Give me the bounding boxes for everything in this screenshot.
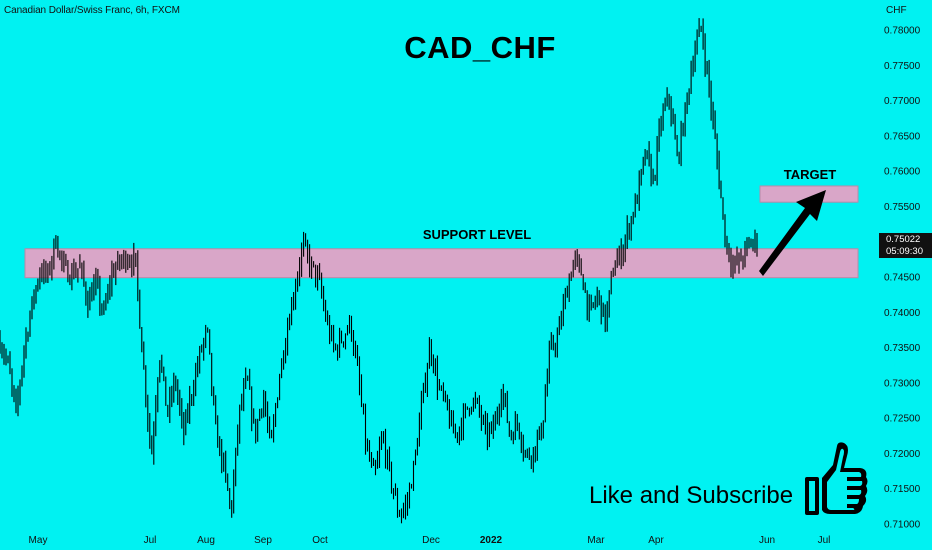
x-axis: May Jul Aug Sep Oct Dec 2022 Mar Apr Jun Jul: [29, 535, 831, 546]
y-tick-label: 0.73000: [884, 378, 921, 389]
last-price-tag: 0.75022 05:09:30: [879, 233, 932, 258]
y-tick-label: 0.78000: [884, 26, 921, 37]
y-tick-label: 0.73500: [884, 343, 921, 354]
arrow-icon: [759, 190, 826, 276]
y-tick-label: 0.77500: [884, 61, 921, 72]
currency-label: CHF: [886, 5, 907, 16]
y-tick-label: 0.76500: [884, 131, 921, 142]
x-tick-label: Mar: [587, 535, 605, 546]
y-tick-label: 0.74000: [884, 308, 921, 319]
x-tick-label: Aug: [197, 535, 215, 546]
call-to-action: Like and Subscribe: [589, 482, 794, 509]
y-axis: 0.78000 0.77500 0.77000 0.76500 0.76000 0.755…: [884, 26, 921, 531]
y-tick-label: 0.76000: [884, 167, 921, 178]
thumbs-up-icon[interactable]: [800, 440, 870, 520]
x-tick-label: Oct: [312, 535, 328, 546]
x-tick-label: Apr: [648, 535, 664, 546]
support-zone: [24, 248, 859, 279]
x-tick-label: 2022: [480, 535, 503, 546]
target-label: TARGET: [783, 167, 837, 182]
x-tick-label: Jul: [818, 535, 831, 546]
chart-title: CAD_CHF: [404, 30, 556, 65]
x-tick-label: Sep: [254, 535, 272, 546]
support-label: SUPPORT LEVEL: [422, 227, 532, 242]
last-price: 0.75022: [886, 234, 921, 245]
y-tick-label: 0.75500: [884, 202, 921, 213]
x-tick-label: Dec: [422, 535, 440, 546]
bar-countdown: 05:09:30: [886, 246, 923, 257]
y-tick-label: 0.77000: [884, 96, 921, 107]
y-tick-label: 0.71000: [884, 520, 921, 531]
x-tick-label: May: [29, 535, 48, 546]
y-tick-label: 0.72500: [884, 414, 921, 425]
y-tick-label: 0.74500: [884, 273, 921, 284]
y-tick-label: 0.71500: [884, 484, 921, 495]
symbol-info: Canadian Dollar/Swiss Franc, 6h, FXCM: [4, 5, 180, 16]
price-series: [0, 18, 758, 524]
x-tick-label: Jun: [759, 535, 775, 546]
y-tick-label: 0.72000: [884, 449, 921, 460]
x-tick-label: Jul: [144, 535, 157, 546]
